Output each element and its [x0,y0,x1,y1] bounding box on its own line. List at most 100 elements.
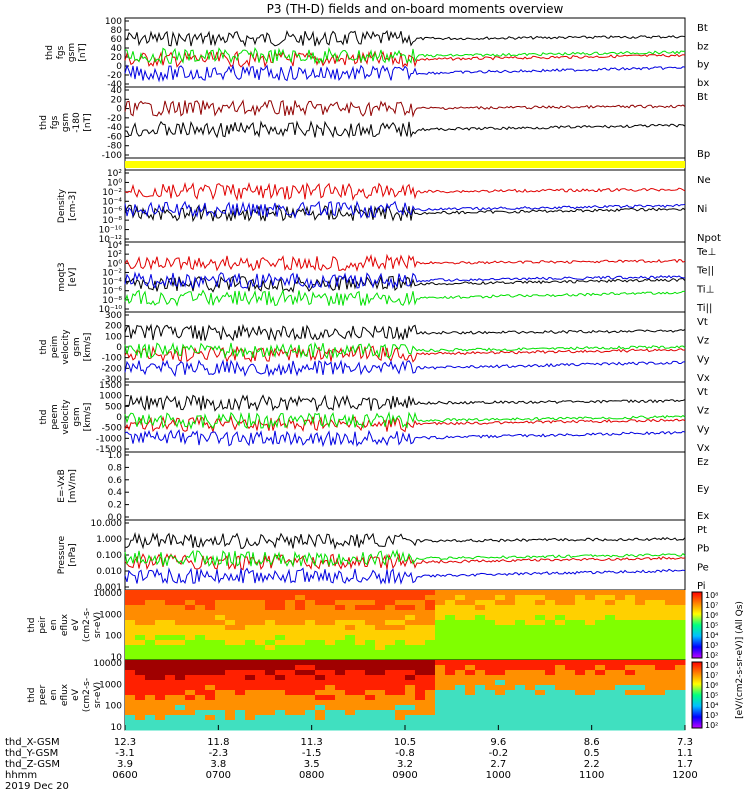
spectrogram-cell [435,720,446,726]
spectrogram-cell [415,620,426,626]
spectrogram-cell [555,670,566,676]
spectrogram-cell [225,665,236,671]
y-tick-label: 20 [111,53,123,63]
spectrogram-cell [645,685,656,691]
spectrogram-cell [505,650,516,656]
y-axis-label-line: en [49,689,59,700]
spectrogram-cell [215,640,226,646]
legend-label: Vt [697,317,708,328]
series-line [124,120,686,139]
spectrogram-cell [585,665,596,671]
spectrogram-cell [525,670,536,676]
spectrogram-cell [185,590,196,596]
y-axis-label-line: peer [38,684,48,705]
spectrogram-cell [265,610,276,616]
spectrogram-cell [405,695,416,701]
y-tick-label: 200 [105,322,122,332]
spectrogram-cell [615,725,626,731]
series-line [124,204,686,223]
spectrogram-cell [385,640,396,646]
spectrogram-cell [365,595,376,601]
spectrogram-cell [265,650,276,656]
spectrogram-cell [345,725,356,731]
spectrogram-cell [145,690,156,696]
spectrogram-cell [425,725,436,731]
panel-frame [124,169,686,243]
spectrogram-cell [405,720,416,726]
spectrogram-cell [615,605,626,611]
spectrogram-cell [315,660,326,666]
spectrogram-cell [415,605,426,611]
spectrogram-cell [175,625,186,631]
spectrogram-cell [215,610,226,616]
spectrogram-cell [495,715,506,721]
spectrogram-cell [485,695,496,701]
spectrogram-cell [335,590,346,596]
spectrogram-cell [605,655,616,661]
spectrogram-cell [675,680,686,686]
spectrogram-cell [205,625,216,631]
spectrogram-cell [295,640,306,646]
spectrogram-cell [335,660,346,666]
spectrogram-cell [225,615,236,621]
spectrogram-cell [615,665,626,671]
spectrogram-cell [675,685,686,691]
spectrogram-cell [425,610,436,616]
spectrogram-cell [405,685,416,691]
y-tick-label: 10⁻² [102,188,122,198]
spectrogram-cell [255,695,266,701]
spectrogram-cell [125,630,136,636]
y-tick-label: -20 [107,114,122,124]
spectrogram-cell [245,660,256,666]
spectrogram-cell [495,650,506,656]
spectrogram-cell [615,650,626,656]
spectrogram-cell [165,635,176,641]
spectrogram-cell [195,590,206,596]
spectrogram-cell [185,595,196,601]
spectrogram-cell [485,590,496,596]
y-tick-label: 1.0 [108,451,123,461]
spectrogram-cell [255,705,266,711]
spectrogram-cell [455,695,466,701]
spectrogram-cell [595,600,606,606]
spectrogram-cell [365,680,376,686]
spectrogram-cell [585,620,596,626]
spectrogram-cell [525,690,536,696]
spectrogram-cell [475,645,486,651]
spectrogram-cell [325,650,336,656]
y-axis-label-line: E=-VxB [57,469,67,503]
spectrogram-cell [605,675,616,681]
spectrogram-cell [155,690,166,696]
spectrogram-cell [575,610,586,616]
spectrogram-cell [355,640,366,646]
spectrogram-cell [335,665,346,671]
spectrogram-cell [205,640,216,646]
spectrogram-cell [625,690,636,696]
spectrogram-cell [615,685,626,691]
spectrogram-cell [605,715,616,721]
spectrogram-cell [495,690,506,696]
spectrogram-cell [495,700,506,706]
spectrogram-cell [175,605,186,611]
spectrogram-cell [365,650,376,656]
y-tick-label: 1000 [99,392,122,402]
spectrogram-cell [625,720,636,726]
spectrogram-cell [535,595,546,601]
spectrogram-cell [625,680,636,686]
spectrogram-cell [415,650,426,656]
spectrogram-cell [575,695,586,701]
spectrogram-cell [595,680,606,686]
spectrogram-cell [185,690,196,696]
spectrogram-cell [335,610,346,616]
panel-frame [124,451,686,521]
spectrogram-cell [325,680,336,686]
spectrogram-cell [145,680,156,686]
spectrogram-cell [675,635,686,641]
spectrogram-cell [535,710,546,716]
y-tick-label: -200 [102,364,123,374]
spectrogram-cell [355,645,366,651]
spectrogram-cell [445,660,456,666]
spectrogram-cell [575,600,586,606]
spectrogram-cell [635,700,646,706]
spectrogram-cell [335,690,346,696]
